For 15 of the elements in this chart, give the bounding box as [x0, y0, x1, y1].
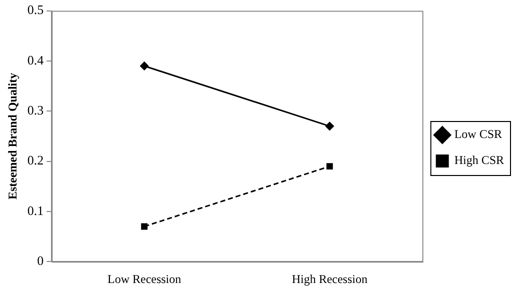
point	[141, 223, 148, 230]
y-tick-label: 0.1	[27, 202, 44, 218]
point	[325, 122, 334, 130]
y-tick-label: 0.4	[27, 52, 44, 68]
y-tick-label: 0.2	[27, 152, 44, 168]
x-tick-label: Low Recession	[107, 272, 182, 286]
y-axis-title: Esteemed Brand Quality	[5, 72, 20, 200]
y-tick-label: 0.5	[27, 2, 44, 18]
y-tick-label: 0.3	[27, 102, 44, 118]
y-tick-label: 0	[37, 253, 44, 268]
legend-label: High CSR	[454, 153, 504, 168]
point	[140, 62, 149, 70]
legend-label: Low CSR	[454, 127, 502, 142]
point	[326, 163, 333, 170]
x-tick-label: High Recession	[292, 272, 368, 286]
